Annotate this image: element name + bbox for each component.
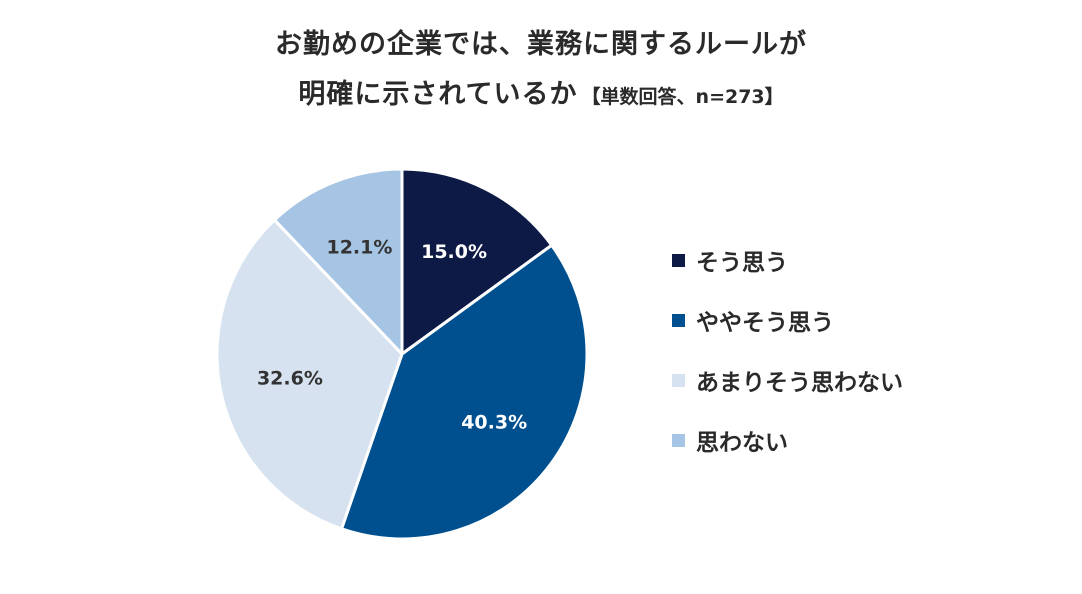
legend-swatch-3 <box>672 373 685 387</box>
legend-item-2: ややそう思う <box>672 290 903 350</box>
title-line2-text: 明確に示されているか <box>298 79 578 110</box>
legend-label-1: そう思う <box>696 250 788 276</box>
sample-note: 【単数回答、n=273】 <box>581 86 784 108</box>
legend-item-4: 思わない <box>672 410 903 470</box>
chart-title-line1: お勤めの企業では、業務に関するルールが <box>0 22 1082 61</box>
pie-slice-2 <box>340 243 589 541</box>
legend-swatch-2 <box>672 313 685 327</box>
pie-slice-3 <box>215 218 404 531</box>
data-label-4: 12.1% <box>326 236 392 258</box>
legend-label-4: 思わない <box>696 430 788 456</box>
data-label-1: 15.0% <box>421 241 487 263</box>
chart-legend: そう思うややそう思うあまりそう思わない 思わない <box>672 230 903 470</box>
pie-slice-4 <box>273 167 404 356</box>
legend-label-3: あまりそう思わない <box>696 370 903 396</box>
legend-swatch-1 <box>672 253 685 267</box>
title-line1-text: お勤めの企業では、業務に関するルールが <box>275 29 807 60</box>
legend-item-3: あまりそう思わない <box>672 350 903 410</box>
data-label-2: 40.3% <box>461 411 527 433</box>
legend-swatch-4 <box>672 433 685 447</box>
chart-title-line2: 明確に示されているか 【単数回答、n=273】 <box>0 72 1082 111</box>
legend-item-1: そう思う <box>672 230 903 290</box>
pie-slice-1 <box>400 167 554 356</box>
data-label-3: 32.6% <box>257 367 323 389</box>
legend-label-2: ややそう思う <box>696 310 834 336</box>
